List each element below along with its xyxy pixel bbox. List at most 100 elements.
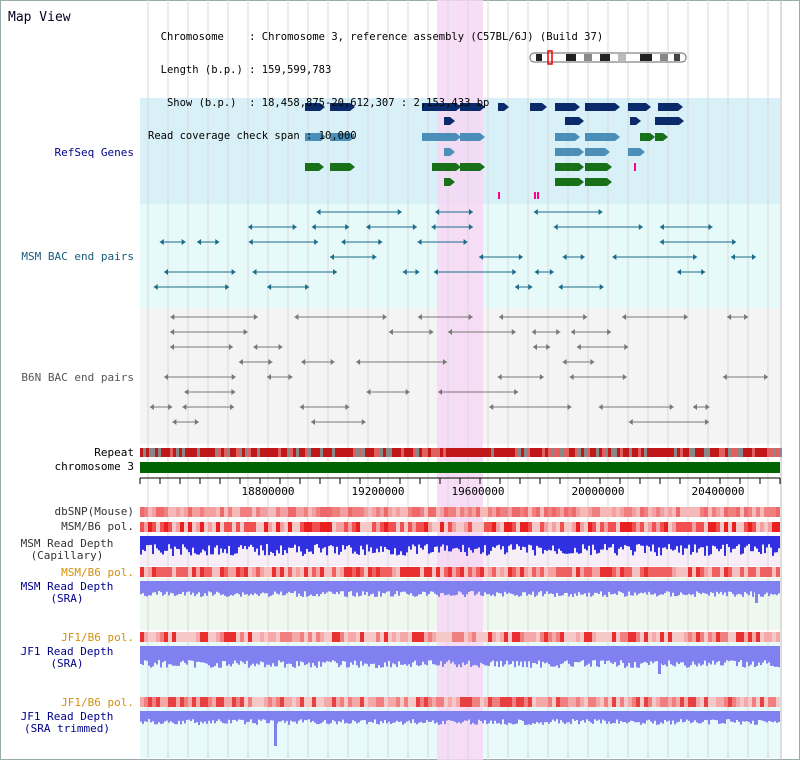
track-label-msm-pol2[interactable]: MSM/B6 pol.: [61, 566, 134, 579]
jf1-depth-sra-bar: [426, 646, 428, 666]
msm-depth-cap-bar: [412, 536, 414, 545]
jf1-pol2-cell: [656, 697, 660, 707]
msm-bac-pair-end: [415, 269, 420, 275]
jf1-depth-sra-bar: [432, 646, 434, 665]
msm-depth-sra-bar: [284, 581, 286, 596]
msm-depth-cap-bar: [774, 536, 776, 553]
b6n-bac-pair-end: [669, 404, 674, 410]
b6n-bac-pair-end: [253, 314, 258, 320]
msm-pol-cell: [320, 522, 324, 532]
msm-depth-sra-bar: [408, 581, 410, 595]
jf1-depth-sra-bar: [218, 646, 220, 668]
msm-pol2-cell: [152, 567, 156, 577]
repeat-segment: [260, 448, 263, 457]
jf1-depth-trim-bar: [488, 711, 490, 724]
msm-depth-cap-bar: [278, 536, 280, 554]
msm-depth-cap-bar: [628, 536, 630, 547]
track-label-b6n-bac[interactable]: B6N BAC end pairs: [21, 371, 134, 384]
msm-bac-pair-end: [732, 239, 737, 245]
msm-depth-cap-bar: [666, 536, 668, 550]
jf1-depth-sra-bar: [284, 646, 286, 668]
msm-bac-pair-end: [612, 254, 617, 260]
jf1-depth-sra-bar: [288, 646, 290, 664]
gene-feature: [498, 103, 504, 111]
dbsnp-cell: [248, 507, 252, 517]
msm-pol-cell: [640, 522, 644, 532]
jf1-depth-sra-bar: [750, 646, 752, 665]
repeat-segment: [182, 448, 185, 457]
msm-depth-cap-bar: [226, 536, 228, 554]
msm-depth-sra-bar: [670, 581, 672, 597]
dbsnp-cell: [588, 507, 592, 517]
jf1-pol-cell: [436, 632, 440, 642]
msm-depth-sra-bar: [568, 581, 570, 597]
repeat-segment: [401, 448, 404, 457]
jf1-depth-trim-bar: [586, 711, 588, 720]
msm-depth-cap-bar: [294, 536, 296, 545]
msm-bac-pair-end: [153, 284, 158, 290]
track-label-dbsnp[interactable]: dbSNP(Mouse): [54, 505, 134, 518]
track-label-msm-bac[interactable]: MSM BAC end pairs: [21, 250, 134, 263]
msm-depth-sra-bar: [390, 581, 392, 597]
jf1-pol2-cell: [240, 697, 244, 707]
msm-pol-cell: [740, 522, 744, 532]
jf1-pol2-cell: [156, 697, 160, 707]
track-label-jf1-pol[interactable]: JF1/B6 pol.: [61, 631, 134, 644]
repeat-segment: [284, 448, 287, 457]
track-label-jf1-pol2[interactable]: JF1/B6 pol.: [61, 696, 134, 709]
jf1-depth-trim-bar: [294, 711, 296, 722]
repeat-segment: [209, 448, 212, 457]
track-label-msm-pol[interactable]: MSM/B6 pol.: [61, 520, 134, 533]
msm-depth-cap-bar: [270, 536, 272, 552]
track-label-jf1-depth-sra[interactable]: JF1 Read Depth (SRA): [0, 646, 134, 670]
msm-depth-sra-bar: [236, 581, 238, 594]
msm-depth-sra-bar: [328, 581, 330, 592]
dbsnp-cell: [304, 507, 308, 517]
msm-depth-sra-bar: [660, 581, 662, 595]
track-label-msm-depth-cap[interactable]: MSM Read Depth (Capillary): [0, 538, 134, 562]
jf1-depth-trim-bar: [326, 711, 328, 724]
jf1-depth-sra-bar: [596, 646, 598, 667]
msm-pol-cell: [168, 522, 172, 532]
msm-depth-sra-bar: [150, 581, 152, 596]
repeat-segment: [470, 448, 473, 457]
jf1-pol2-cell: [392, 697, 396, 707]
jf1-pol2-cell: [300, 697, 304, 707]
repeat-segment: [584, 448, 587, 457]
msm-bac-pair-end: [341, 239, 346, 245]
jf1-depth-trim-bar: [150, 711, 152, 723]
jf1-depth-sra-bar: [444, 646, 446, 664]
msm-pol2-cell: [756, 567, 760, 577]
b6n-bac-pair-end: [288, 374, 293, 380]
msm-depth-sra-bar: [558, 581, 560, 596]
jf1-depth-trim-bar: [290, 711, 292, 721]
dbsnp-cell: [260, 507, 264, 517]
track-label-refseq[interactable]: RefSeq Genes: [54, 146, 134, 159]
msm-bac-pair-end: [159, 239, 164, 245]
msm-depth-sra-bar: [556, 581, 558, 593]
b6n-bac-pair-end: [511, 329, 516, 335]
track-label-msm-depth-sra[interactable]: MSM Read Depth (SRA): [0, 581, 134, 605]
jf1-pol2-cell: [408, 697, 412, 707]
track-label-repeat[interactable]: Repeat: [94, 446, 134, 459]
jf1-depth-trim-bar: [396, 711, 398, 721]
msm-pol2-cell: [288, 567, 292, 577]
jf1-pol-cell: [260, 632, 264, 642]
track-label-jf1-depth-trim[interactable]: JF1 Read Depth (SRA trimmed): [0, 711, 134, 735]
jf1-pol2-cell: [204, 697, 208, 707]
msm-pol-cell: [180, 522, 184, 532]
jf1-depth-trim-bar: [470, 711, 472, 725]
track-label-chromosome[interactable]: chromosome 3: [54, 460, 134, 473]
jf1-pol2-cell: [580, 697, 584, 707]
jf1-pol-cell: [388, 632, 392, 642]
msm-pol-cell: [484, 522, 488, 532]
msm-pol-cell: [236, 522, 240, 532]
repeat-segment: [737, 448, 740, 457]
repeat-segment: [197, 448, 200, 457]
repeat-segment: [713, 448, 716, 457]
dbsnp-cell: [292, 507, 296, 517]
msm-pol-cell: [172, 522, 176, 532]
jf1-depth-trim-bar: [760, 711, 762, 721]
jf1-depth-sra-bar: [708, 646, 710, 663]
